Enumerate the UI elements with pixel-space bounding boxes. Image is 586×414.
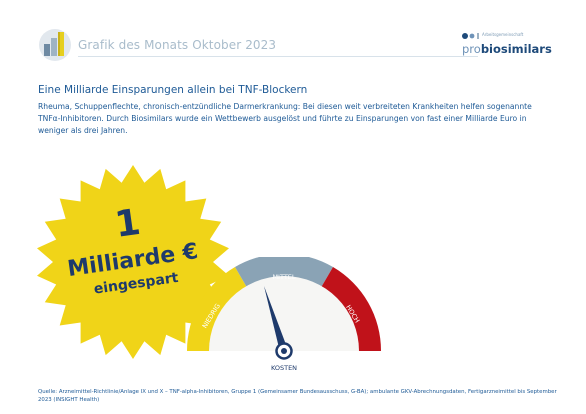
article-headline: Eine Milliarde Einsparungen allein bei T… (38, 84, 308, 96)
bar-chart-icon (39, 29, 71, 61)
logo-wordmark: probiosimilars (462, 42, 552, 56)
header: Grafik des Monats Oktober 2023 (0, 0, 586, 61)
logo-subtitle: Arbeitsgemeinschaft (482, 32, 524, 37)
logo-biosimilars: biosimilars (480, 42, 552, 56)
gauge-label-mid: MITTEL (272, 273, 295, 281)
logo-pro: pro (462, 42, 481, 56)
savings-starburst (37, 165, 229, 359)
page-title: Grafik des Monats Oktober 2023 (78, 38, 277, 52)
header-divider (78, 56, 478, 57)
cost-gauge: NIEDRIG MITTEL HOCH KOSTEN (186, 257, 382, 372)
source-note: Quelle: Arzneimittel-Richtlinie/Anlage I… (38, 389, 557, 403)
gauge-axis-label: KOSTEN (271, 364, 297, 372)
gauge-needle (264, 286, 288, 352)
probiosimilars-logo: Arbeitsgemeinschaft probiosimilars (462, 32, 558, 60)
logo-dots-icon (462, 33, 479, 39)
gauge-inner (209, 276, 359, 351)
article-body: Rheuma, Schuppenflechte, chronisch-entzü… (38, 102, 532, 135)
